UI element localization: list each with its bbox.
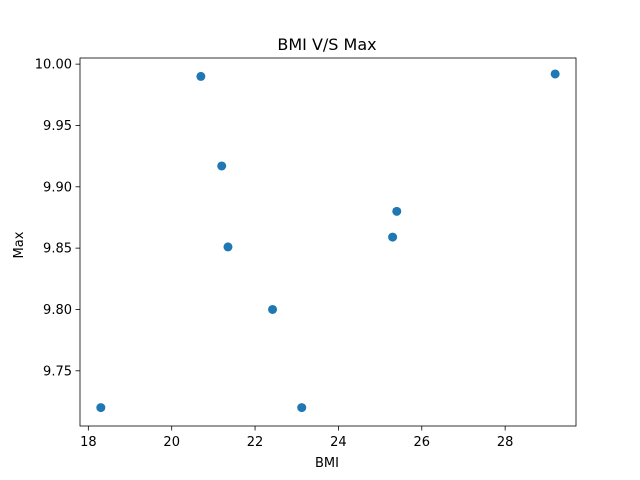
data-point	[388, 232, 398, 242]
data-point	[196, 71, 206, 81]
x-tick-label: 20	[163, 435, 180, 450]
data-point	[268, 304, 278, 314]
x-tick-label: 22	[247, 435, 264, 450]
y-tick-label: 9.90	[43, 180, 72, 195]
x-tick-label: 26	[414, 435, 431, 450]
x-tick-label: 18	[80, 435, 97, 450]
y-tick-label: 10.00	[35, 58, 72, 73]
y-tick-label: 9.80	[43, 303, 72, 318]
data-point	[297, 403, 307, 413]
plot-area: 18 20 22 24 26 28 9.75 9.80 9.85 9.90 9.95 10.00	[35, 57, 577, 450]
chart-title: BMI V/S Max	[277, 35, 376, 54]
data-point	[550, 69, 560, 79]
x-tick-label: 24	[330, 435, 347, 450]
data-point	[217, 161, 227, 171]
data-point	[392, 206, 402, 216]
data-point	[96, 403, 106, 413]
axes-frame	[79, 57, 577, 427]
data-point	[223, 242, 233, 252]
y-tick-label: 9.85	[43, 242, 72, 257]
x-tick-label: 28	[497, 435, 514, 450]
y-axis-label: Max	[12, 231, 27, 258]
x-axis-label: BMI	[315, 456, 339, 471]
y-tick-label: 9.95	[43, 119, 72, 134]
y-tick-label: 9.75	[43, 364, 72, 379]
